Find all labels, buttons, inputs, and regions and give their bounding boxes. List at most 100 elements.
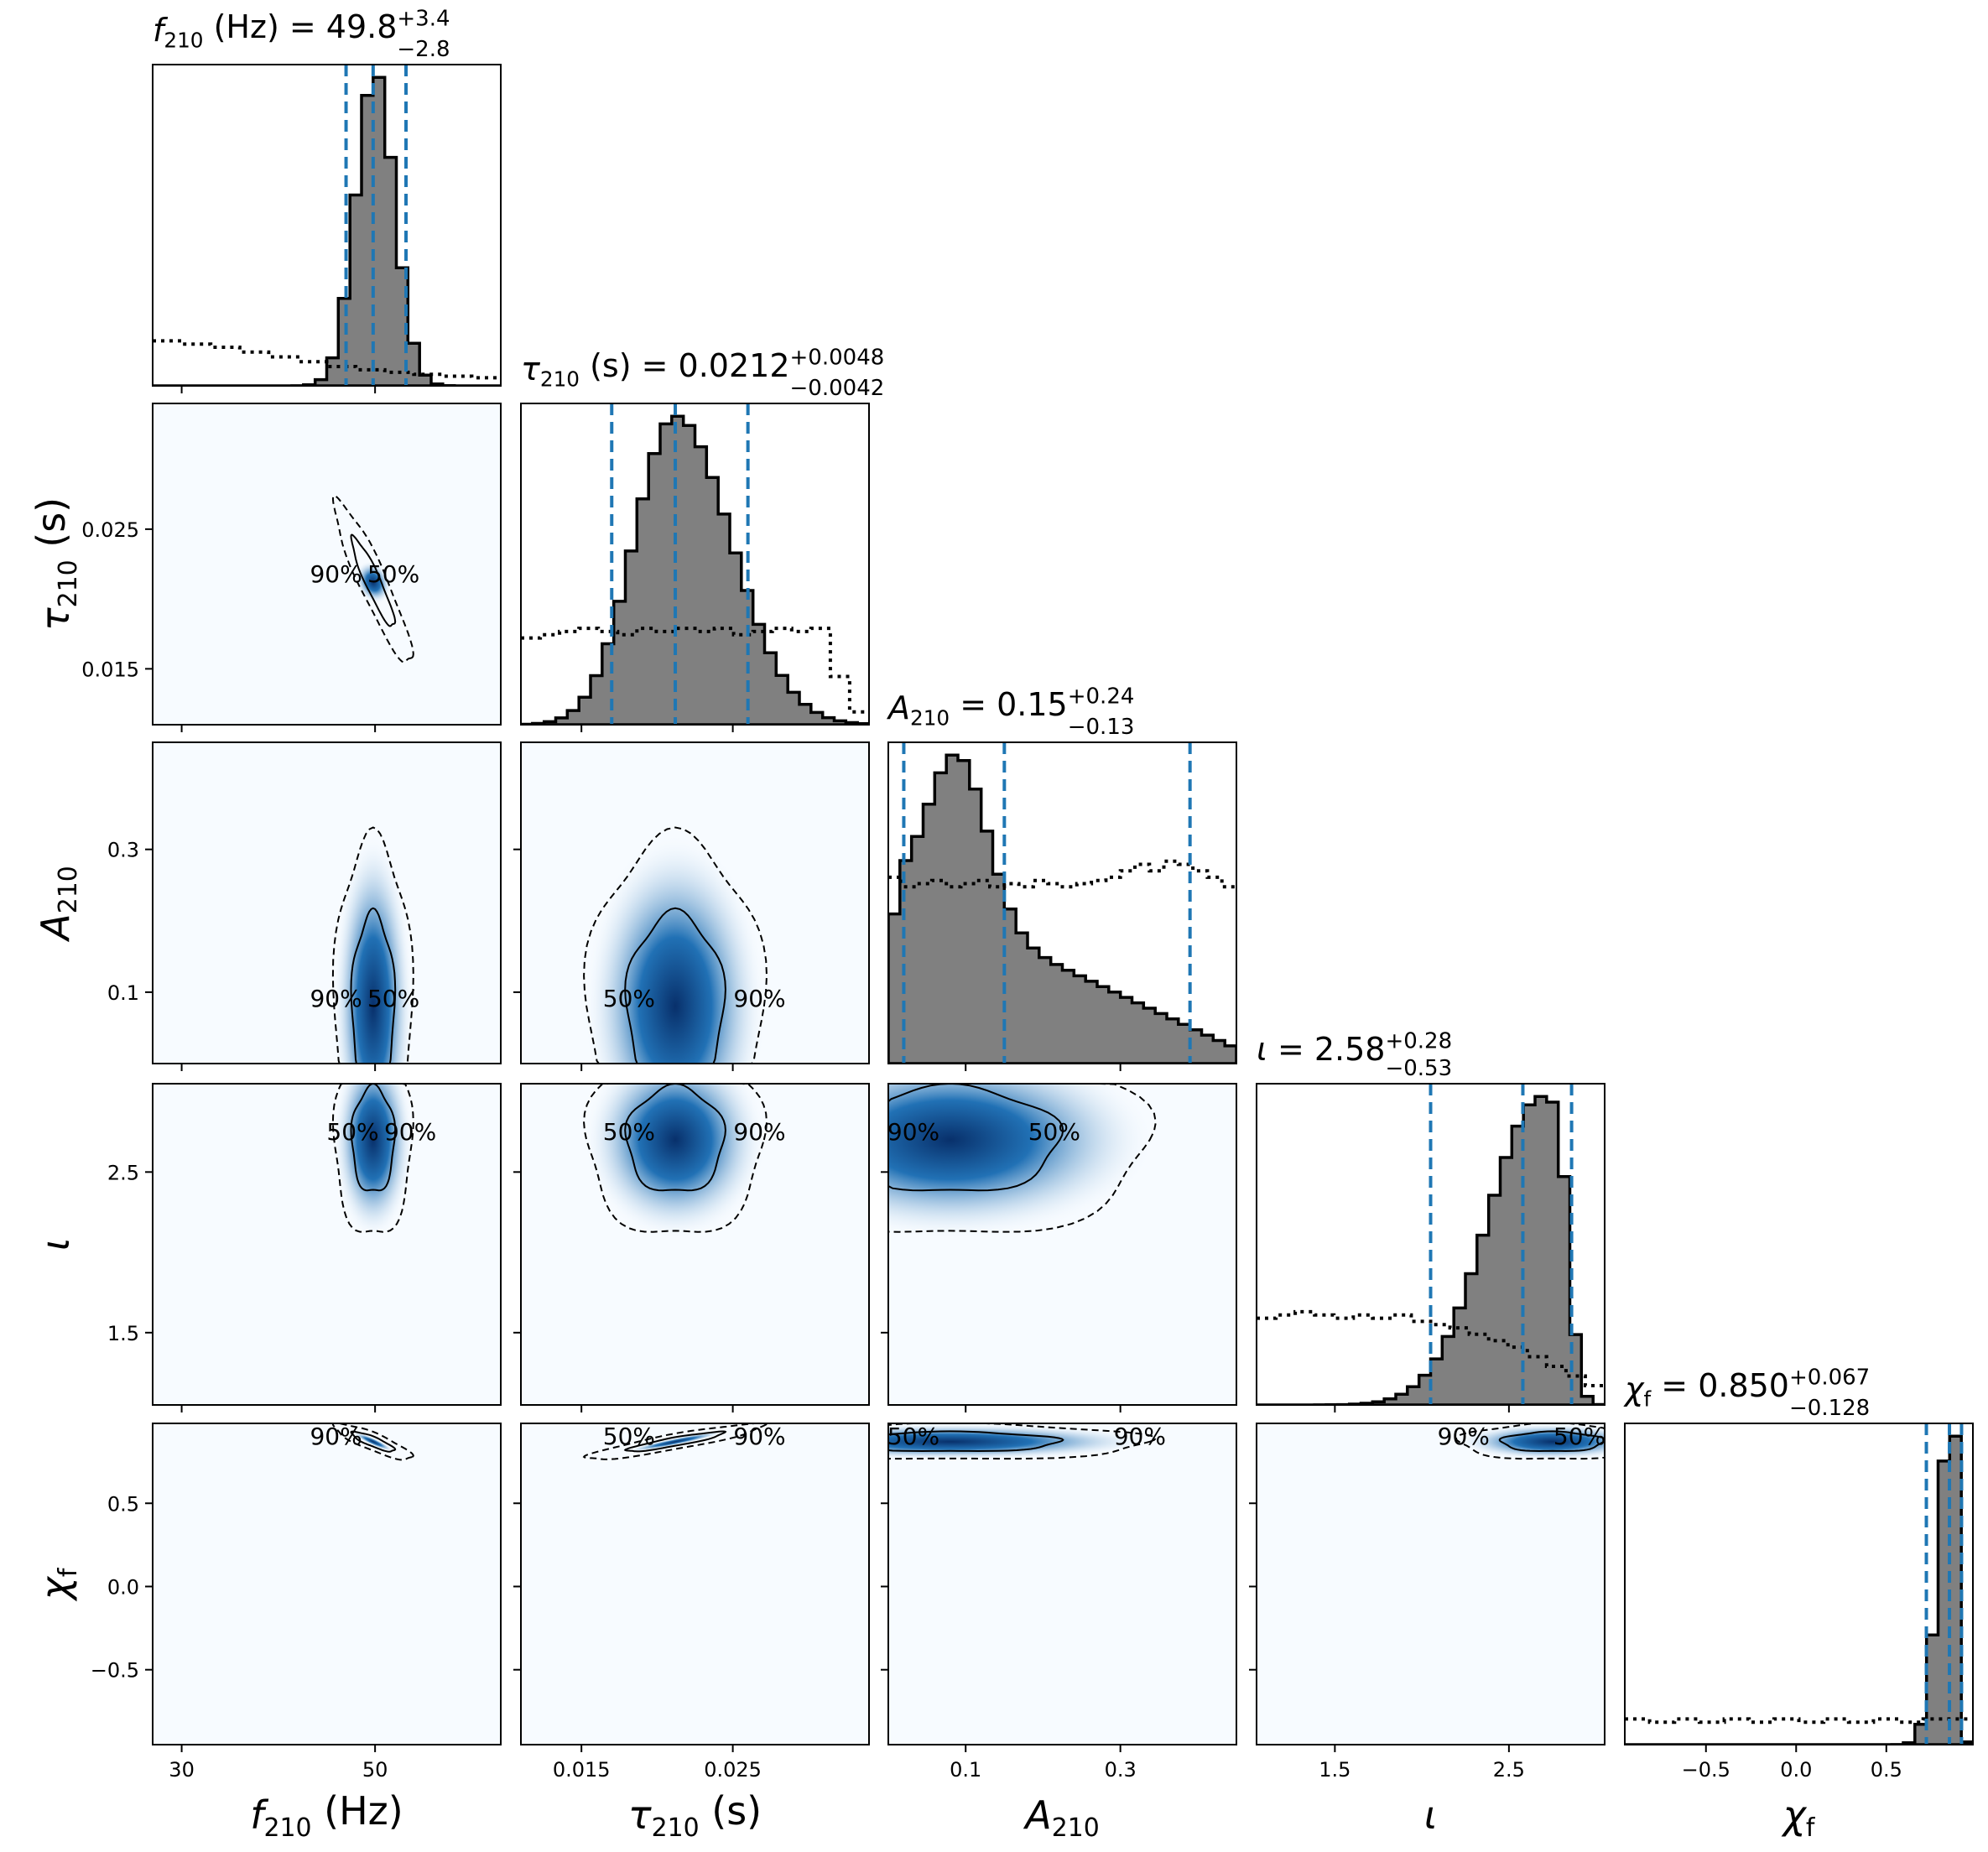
x-tick-label-chif: 0.5 [1871, 1758, 1902, 1782]
density-f210-iota [333, 1084, 414, 1239]
contour-label: 90% [887, 1118, 939, 1146]
contour-label: 90% [310, 1423, 362, 1450]
density-f210-A210 [333, 834, 414, 1064]
panel-tau210-chif: 50% 90% 0.015 0.025 [513, 1423, 870, 1782]
contour-label: 90% [384, 1118, 436, 1146]
title-minus-chif: −0.128 [1789, 1396, 1870, 1421]
contour-label: 50% [367, 560, 419, 588]
panel-f210-tau210: 90% 50% 0.015 0.025 [81, 403, 502, 732]
density-f210-chif [352, 1432, 393, 1452]
x-tick-label-tau210: 0.025 [704, 1758, 762, 1782]
panel-frame [152, 1083, 502, 1406]
prior-tau210 [521, 627, 869, 714]
panel-tau210-iota: 50% 90% [513, 1083, 870, 1412]
histogram-tau210 [521, 414, 869, 725]
y-tick-label-iota: 1.5 [107, 1322, 139, 1345]
y-axis-label-chif: χf [33, 1567, 83, 1602]
panel-iota-iota [1256, 1083, 1605, 1412]
contour-label: 90% [733, 985, 785, 1012]
panel-f210-A210: 90% 50% 0.1 0.3 [107, 741, 502, 1071]
panel-frame [1624, 1423, 1974, 1745]
x-tick-label-f210: 30 [169, 1758, 195, 1782]
contour-label: 90% [733, 1423, 785, 1450]
panel-frame [152, 1423, 502, 1745]
y-axis-label-iota: ι [33, 1238, 78, 1251]
panel-frame [520, 403, 870, 726]
y-tick-label-A210: 0.1 [107, 981, 139, 1005]
contour-90-tau210-iota [583, 1084, 768, 1233]
contour-50-tau210-chif [623, 1430, 727, 1453]
panel-tau210-tau210 [520, 403, 870, 732]
contour-90-f210-chif [331, 1423, 414, 1461]
panel-frame [887, 1083, 1237, 1406]
title-chif: χf = 0.850+0.067 [1623, 1366, 1870, 1412]
contour-50-f210-chif [350, 1430, 397, 1453]
x-axis-label-chif: χf [1781, 1792, 1816, 1843]
panel-frame [887, 741, 1237, 1064]
panel-frame [887, 1423, 1237, 1745]
panel-frame [1256, 1423, 1605, 1745]
y-tick-label-chif: −0.5 [91, 1659, 139, 1683]
contour-label: 50% [326, 1118, 378, 1146]
prior-chif [1625, 1717, 1973, 1725]
contour-50-tau210-A210 [624, 907, 726, 1064]
x-tick-label-A210: 0.1 [950, 1758, 981, 1782]
panel-f210-iota: 50% 90% 1.5 2.5 [107, 1083, 502, 1412]
panel-frame [520, 1423, 870, 1745]
contour-90-f210-tau210 [331, 494, 414, 663]
title-tau210: τ210 (s) = 0.0212+0.0048 [521, 346, 884, 392]
contour-label: 90% [1438, 1423, 1490, 1450]
contour-label: 90% [1114, 1423, 1166, 1450]
y-tick-label-tau210: 0.015 [81, 658, 139, 681]
panel-chif-chif: −0.5 0.0 0.5 [1624, 1423, 1974, 1782]
panel-f210-f210 [152, 64, 502, 393]
contour-label: 50% [603, 1423, 655, 1450]
y-axis-label-tau210: τ210 (s) [29, 497, 83, 631]
panel-frame [520, 1083, 870, 1406]
contour-90-tau210-A210 [583, 826, 768, 1064]
density-tau210-chif [626, 1431, 725, 1453]
contour-label: 50% [1553, 1423, 1605, 1450]
x-tick-label-tau210: 0.015 [553, 1758, 611, 1782]
title-A210: A210 = 0.15+0.24 [886, 684, 1134, 731]
y-axis-label-A210: A210 [33, 866, 83, 943]
contour-50-A210-iota [888, 1084, 1064, 1192]
x-tick-label-f210: 50 [362, 1758, 388, 1782]
contour-50-iota-chif [1498, 1430, 1605, 1453]
histogram-A210 [888, 753, 1236, 1064]
x-tick-label-A210: 0.3 [1105, 1758, 1137, 1782]
x-tick-label-chif: 0.0 [1780, 1758, 1812, 1782]
panel-frame [152, 741, 502, 1064]
density-tau210-A210 [584, 834, 767, 1064]
x-tick-label-chif: −0.5 [1682, 1758, 1730, 1782]
histogram-chif [1625, 1434, 1973, 1745]
contour-label: 90% [310, 985, 362, 1012]
y-tick-label-chif: 0.5 [107, 1492, 139, 1516]
density-f210-tau210 [355, 560, 392, 604]
x-tick-label-iota: 1.5 [1319, 1758, 1350, 1782]
title-minus-A210: −0.13 [1068, 715, 1135, 740]
x-axis-label-A210: A210 [1023, 1792, 1100, 1843]
contour-90-A210-iota [888, 1084, 1157, 1233]
prior-iota [1257, 1309, 1605, 1387]
panel-A210-chif: 50% 90% 0.1 0.3 [881, 1423, 1237, 1782]
title-minus-iota: −0.53 [1385, 1056, 1452, 1081]
x-axis-label-f210: f210 (Hz) [250, 1788, 403, 1843]
histogram-f210 [153, 75, 501, 386]
contour-90-tau210-chif [582, 1423, 768, 1460]
panel-tau210-A210: 50% 90% [513, 741, 870, 1071]
contour-label: 50% [603, 985, 655, 1012]
x-axis-label-tau210: τ210 (s) [628, 1788, 762, 1843]
prior-A210 [888, 859, 1236, 889]
panel-frame [152, 403, 502, 726]
y-tick-label-iota: 2.5 [107, 1161, 139, 1184]
contour-90-f210-iota [331, 1084, 414, 1233]
title-f210: f210 (Hz) = 49.8+3.4 [153, 7, 450, 53]
contour-50-A210-chif [888, 1430, 1064, 1453]
contour-50-f210-tau210 [350, 533, 397, 627]
title-minus-f210: −2.8 [397, 37, 450, 62]
contour-label: 50% [603, 1118, 655, 1146]
panel-iota-chif: 90% 50% 1.5 2.5 [1249, 1423, 1605, 1782]
contour-90-f210-A210 [331, 826, 414, 1064]
contour-label: 90% [310, 560, 362, 588]
